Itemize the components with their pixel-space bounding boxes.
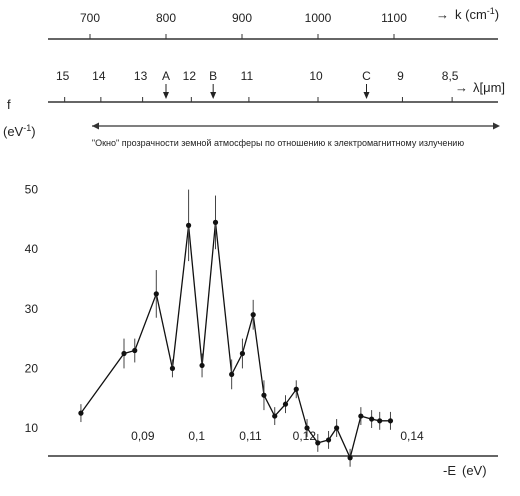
y-tick-label: 30	[25, 302, 39, 316]
y-axis-label: f	[7, 97, 11, 112]
y-axis-ticks: 10 20 30 40 50	[25, 183, 39, 435]
marker-label: A	[162, 69, 170, 83]
data-point	[261, 392, 267, 398]
marker-arrow-head	[163, 92, 169, 99]
x-tick-label: 0,14	[400, 429, 424, 443]
window-note: "Окно" прозрачности земной атмосферы по …	[92, 138, 464, 148]
data-point	[325, 437, 332, 443]
data-point	[387, 418, 394, 424]
lambda-tick-label: 11	[241, 69, 254, 83]
x-tick-label: 0,11	[239, 429, 262, 443]
lambda-axis-label: λ[μm]	[473, 80, 505, 95]
k-tick-label: 700	[80, 11, 100, 25]
k-axis-ticks: 700 800 900 1000 1100	[80, 11, 407, 39]
window-arrow-right-head	[493, 122, 500, 130]
data-point	[229, 371, 235, 377]
lambda-tick-label: 15	[56, 69, 70, 83]
k-tick-label: 1100	[381, 11, 407, 25]
data-point	[250, 312, 256, 318]
k-axis-arrow: →	[436, 7, 449, 22]
data-point	[121, 350, 127, 357]
y-tick-label: 50	[25, 183, 39, 197]
k-tick-label: 800	[156, 11, 176, 25]
window-arrow-left-head	[92, 122, 99, 130]
lambda-tick-label: 13	[134, 69, 148, 83]
k-tick-label: 900	[232, 11, 252, 25]
data-point	[199, 362, 205, 369]
x-axis-unit: (eV)	[462, 463, 487, 478]
k-tick-label: 1000	[305, 11, 332, 25]
x-axis-ticks: 0,09 0,1 0,11 0,12 0,14	[131, 429, 424, 443]
data-series	[78, 189, 394, 467]
lambda-tick-label: 10	[309, 69, 323, 83]
marker-arrow-head	[210, 92, 217, 99]
data-point	[315, 440, 321, 446]
lambda-tick-label: 9	[397, 69, 404, 83]
data-point	[132, 347, 138, 354]
lambda-axis-ticks: 15 14 13 12 11 10 9 8,5	[56, 69, 459, 102]
data-point	[282, 401, 289, 407]
marker-label: C	[362, 69, 371, 83]
x-tick-label: 0,1	[188, 429, 205, 443]
data-point	[293, 386, 299, 392]
y-tick-label: 20	[25, 361, 39, 375]
data-point	[369, 416, 375, 422]
lambda-axis-arrow: →	[455, 80, 468, 95]
y-tick-label: 10	[25, 421, 39, 435]
y-tick-label: 40	[25, 242, 39, 256]
x-axis-label: -E	[443, 463, 456, 478]
data-point	[153, 291, 159, 297]
data-point	[212, 219, 219, 225]
data-point	[347, 455, 353, 461]
x-tick-label: 0,09	[131, 429, 155, 443]
lambda-tick-label: 8,5	[442, 69, 459, 83]
data-point	[239, 350, 246, 357]
k-axis-label: k (cm-1)	[455, 6, 499, 22]
y-axis-unit: (eV-1)	[3, 123, 36, 139]
marker-arrow-head	[363, 92, 370, 99]
data-point	[169, 365, 176, 371]
data-point	[185, 222, 192, 228]
data-point	[358, 413, 364, 419]
data-point	[78, 410, 84, 416]
band-markers: A B C	[162, 69, 371, 99]
data-point	[377, 418, 383, 424]
data-point	[334, 425, 340, 431]
marker-label: B	[209, 69, 217, 83]
data-point	[272, 413, 278, 419]
lambda-tick-label: 12	[183, 69, 197, 83]
series-line	[80, 222, 391, 460]
data-point	[304, 425, 310, 431]
lambda-tick-label: 14	[92, 69, 106, 83]
